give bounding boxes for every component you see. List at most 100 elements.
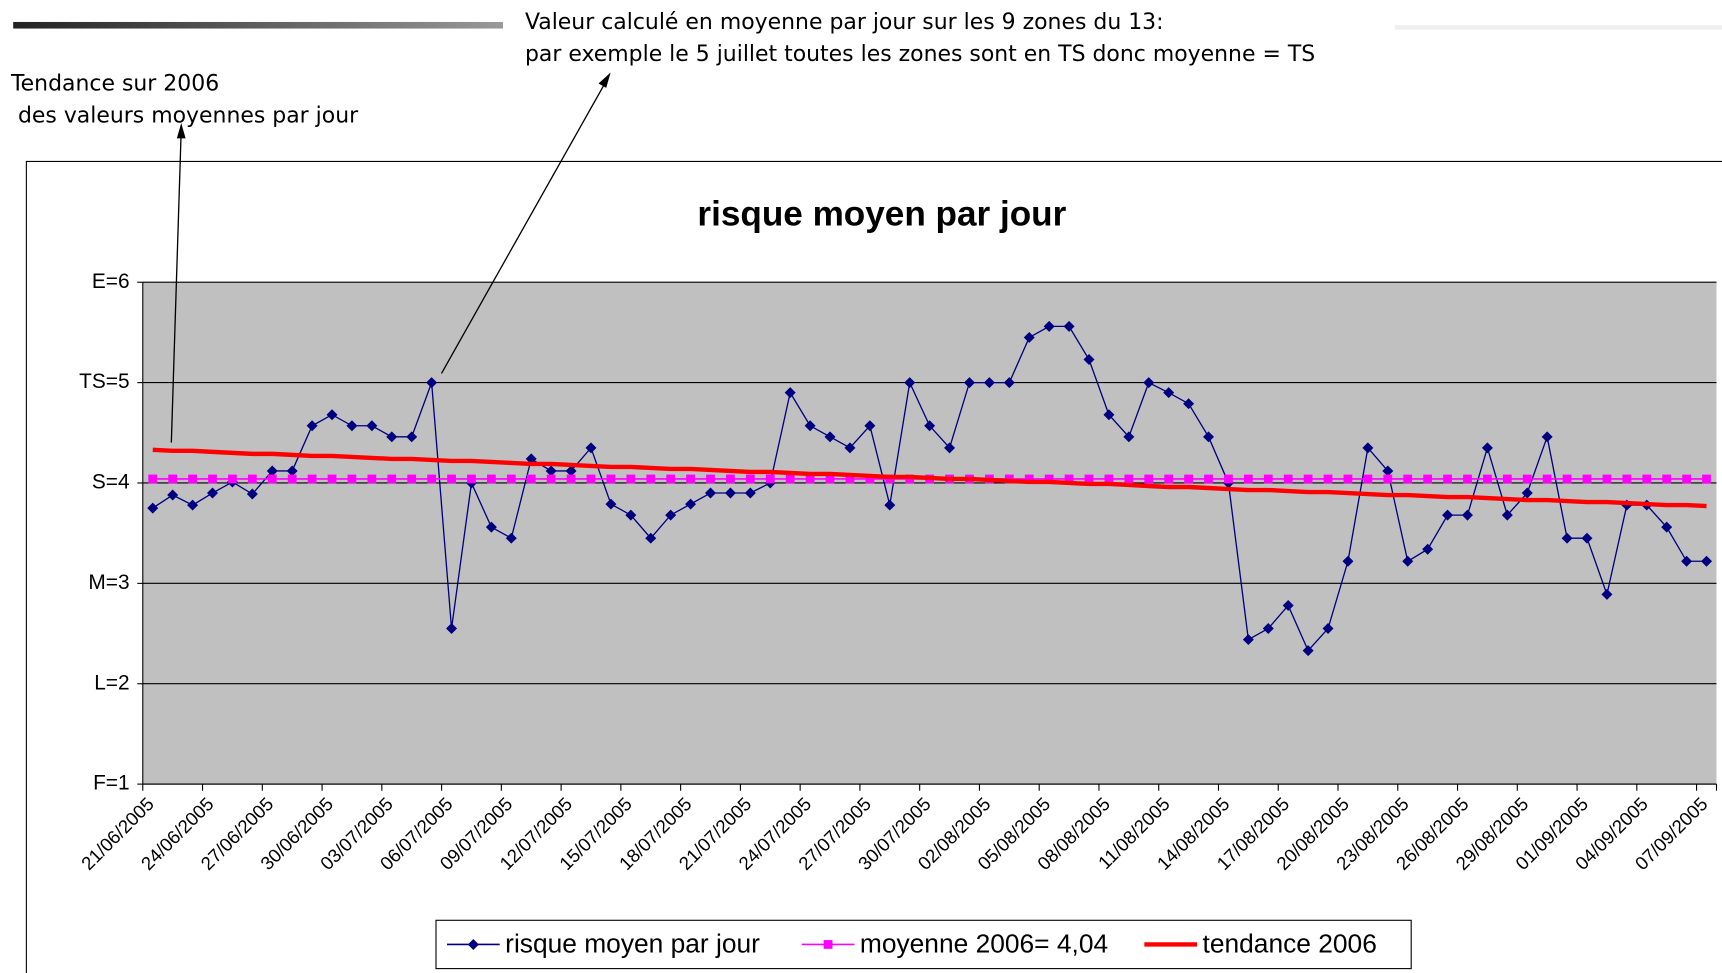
point bbox=[1124, 474, 1134, 484]
point bbox=[1443, 474, 1452, 484]
legend-label: moyenne 2006= 4,04 bbox=[860, 928, 1108, 958]
point bbox=[486, 474, 496, 484]
point bbox=[625, 509, 637, 521]
point bbox=[505, 532, 517, 544]
point bbox=[1024, 474, 1034, 484]
legend-marker bbox=[467, 938, 479, 950]
point bbox=[825, 474, 835, 484]
point bbox=[1502, 474, 1512, 484]
point bbox=[1463, 474, 1472, 484]
point bbox=[247, 474, 257, 484]
point bbox=[1622, 474, 1632, 484]
point bbox=[167, 489, 179, 501]
point bbox=[1143, 377, 1155, 389]
chart-title: risque moyen par jour bbox=[697, 195, 1066, 234]
point bbox=[1283, 474, 1293, 484]
point bbox=[1203, 431, 1215, 443]
legend-label: tendance 2006 bbox=[1203, 928, 1377, 958]
arrow bbox=[440, 78, 608, 374]
legend-marker bbox=[823, 940, 833, 949]
point bbox=[686, 474, 695, 484]
point bbox=[506, 474, 516, 484]
point bbox=[646, 474, 656, 484]
point bbox=[1303, 474, 1313, 484]
point bbox=[706, 474, 715, 484]
point bbox=[1383, 474, 1393, 484]
point bbox=[1043, 320, 1055, 332]
legend-label: risque moyen par jour bbox=[505, 928, 760, 958]
point bbox=[983, 377, 995, 389]
point bbox=[1402, 555, 1414, 567]
point bbox=[1601, 588, 1613, 600]
point bbox=[327, 474, 337, 484]
point bbox=[1481, 442, 1493, 454]
point bbox=[1681, 555, 1693, 567]
point bbox=[467, 474, 476, 484]
point bbox=[1302, 645, 1314, 657]
point bbox=[884, 499, 896, 511]
point bbox=[586, 474, 596, 484]
point bbox=[666, 474, 676, 484]
point bbox=[1581, 532, 1593, 544]
point bbox=[1363, 474, 1373, 484]
point bbox=[286, 465, 298, 477]
point bbox=[1442, 509, 1454, 521]
point bbox=[1541, 431, 1553, 443]
point bbox=[427, 474, 437, 484]
point bbox=[545, 465, 557, 477]
point bbox=[1084, 474, 1094, 484]
point bbox=[387, 474, 397, 484]
point bbox=[366, 420, 378, 432]
point bbox=[1342, 555, 1354, 567]
point bbox=[844, 442, 856, 454]
point bbox=[1163, 387, 1175, 399]
annotation: par exemple le 5 juillet toutes les zone… bbox=[525, 42, 1315, 67]
point bbox=[1262, 623, 1274, 635]
point bbox=[924, 420, 936, 432]
decor-bar bbox=[13, 21, 503, 29]
point bbox=[1362, 442, 1374, 454]
point bbox=[1003, 377, 1015, 389]
point bbox=[1183, 398, 1195, 410]
point bbox=[1483, 474, 1492, 484]
point bbox=[347, 474, 357, 484]
point bbox=[447, 474, 456, 484]
point bbox=[266, 465, 278, 477]
point bbox=[1501, 509, 1513, 521]
point bbox=[1422, 543, 1434, 555]
point bbox=[1224, 474, 1233, 484]
point bbox=[1542, 474, 1552, 484]
point bbox=[705, 487, 717, 499]
plot: F=1L=2M=3S=4TS=5E=621/06/200524/06/20052… bbox=[77, 270, 1718, 874]
point bbox=[326, 409, 338, 421]
point bbox=[1561, 532, 1573, 544]
point bbox=[188, 474, 197, 484]
point bbox=[963, 377, 975, 389]
point bbox=[1282, 599, 1294, 611]
arrow-head bbox=[598, 72, 611, 88]
point bbox=[1701, 555, 1713, 567]
point bbox=[367, 474, 377, 484]
point bbox=[267, 474, 277, 484]
point bbox=[1343, 474, 1353, 484]
point bbox=[1642, 474, 1652, 484]
legend-box bbox=[435, 919, 1412, 970]
point bbox=[1403, 474, 1413, 484]
y-tick-label: L=2 bbox=[94, 671, 129, 694]
point bbox=[1164, 474, 1174, 484]
point bbox=[784, 387, 796, 399]
point bbox=[1661, 521, 1673, 533]
point bbox=[1263, 474, 1273, 484]
point bbox=[1044, 474, 1054, 484]
point bbox=[566, 474, 576, 484]
point bbox=[1144, 474, 1154, 484]
y-tick-label: E=6 bbox=[92, 270, 130, 293]
point bbox=[585, 442, 597, 454]
point bbox=[845, 474, 855, 484]
point bbox=[565, 465, 577, 477]
point bbox=[605, 498, 617, 510]
point bbox=[148, 474, 158, 484]
annotation: Valeur calculé en moyenne par jour sur l… bbox=[525, 10, 1164, 35]
annotation: Tendance sur 2006 bbox=[10, 72, 219, 97]
decor-bar bbox=[1394, 25, 1722, 30]
